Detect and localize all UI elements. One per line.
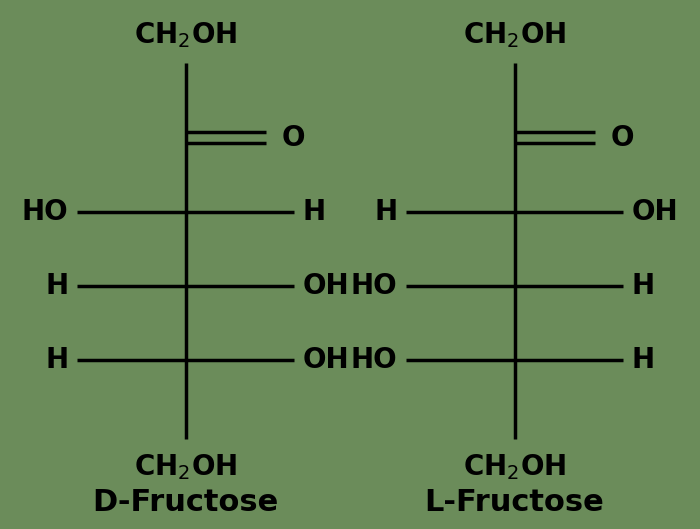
Text: HO: HO — [351, 346, 398, 373]
Text: D-Fructose: D-Fructose — [92, 488, 279, 517]
Text: H: H — [374, 198, 398, 225]
Text: H: H — [46, 346, 69, 373]
Text: H: H — [631, 346, 654, 373]
Text: CH$_2$OH: CH$_2$OH — [463, 452, 566, 482]
Text: L-Fructose: L-Fructose — [425, 488, 604, 517]
Text: O: O — [281, 124, 305, 151]
Text: CH$_2$OH: CH$_2$OH — [134, 452, 237, 482]
Text: O: O — [610, 124, 634, 151]
Text: OH: OH — [631, 198, 678, 225]
Text: HO: HO — [22, 198, 69, 225]
Text: H: H — [631, 272, 654, 299]
Text: OH: OH — [302, 272, 349, 299]
Text: CH$_2$OH: CH$_2$OH — [463, 21, 566, 50]
Text: CH$_2$OH: CH$_2$OH — [134, 21, 237, 50]
Text: OH: OH — [302, 346, 349, 373]
Text: H: H — [46, 272, 69, 299]
Text: H: H — [302, 198, 326, 225]
Text: HO: HO — [351, 272, 398, 299]
